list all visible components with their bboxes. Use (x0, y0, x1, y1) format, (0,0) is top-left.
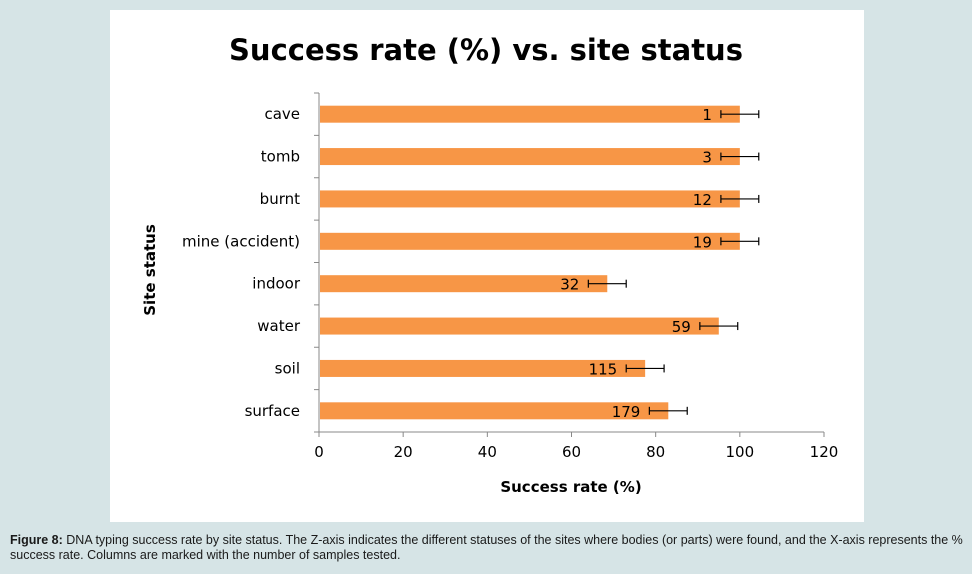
bar-7 (320, 402, 669, 420)
category-label: water (257, 317, 301, 335)
bar-6 (320, 359, 646, 377)
x-tick-label: 100 (726, 443, 755, 461)
data-label: 179 (612, 403, 641, 421)
category-label: mine (accident) (182, 232, 300, 250)
category-label: cave (264, 105, 300, 123)
data-label: 12 (693, 191, 712, 209)
data-label: 32 (560, 276, 579, 294)
bar-3 (320, 232, 740, 250)
x-tick-label: 40 (478, 443, 497, 461)
category-label: indoor (252, 275, 301, 293)
category-label: tomb (261, 148, 300, 166)
bar-4 (320, 275, 608, 293)
x-tick-label: 0 (314, 443, 324, 461)
x-tick-label: 120 (810, 443, 839, 461)
axes: 0 20 40 60 80 100 120 (314, 92, 839, 461)
x-tick-label: 80 (646, 443, 665, 461)
bar-chart: Success rate (%) vs. site status 0 20 40 60… (141, 33, 839, 496)
data-label: 19 (693, 233, 712, 251)
figure-caption: Figure 8: DNA typing success rate by sit… (10, 533, 965, 563)
category-label: surface (245, 402, 300, 420)
bar-5 (320, 317, 719, 335)
bar-1 (320, 148, 740, 166)
bars: cave 1 tomb 3 burnt 12 mine (accident) 19 indoor… (182, 105, 760, 421)
x-axis-label: Success rate (%) (500, 478, 641, 496)
y-axis-label: Site status (141, 224, 159, 316)
data-label: 115 (589, 360, 618, 378)
data-label: 1 (702, 106, 712, 124)
category-label: burnt (260, 190, 300, 208)
chart-panel: Success rate (%) vs. site status 0 20 40 60… (110, 10, 864, 522)
bar-2 (320, 190, 740, 208)
category-label: soil (275, 359, 300, 377)
caption-label: Figure 8: (10, 533, 63, 547)
x-tick-label: 60 (562, 443, 581, 461)
data-label: 3 (702, 149, 712, 167)
x-tick-label: 20 (394, 443, 413, 461)
data-label: 59 (672, 318, 691, 336)
bar-0 (320, 105, 740, 123)
chart-title: Success rate (%) vs. site status (229, 33, 743, 67)
caption-text: DNA typing success rate by site status. … (10, 533, 963, 562)
